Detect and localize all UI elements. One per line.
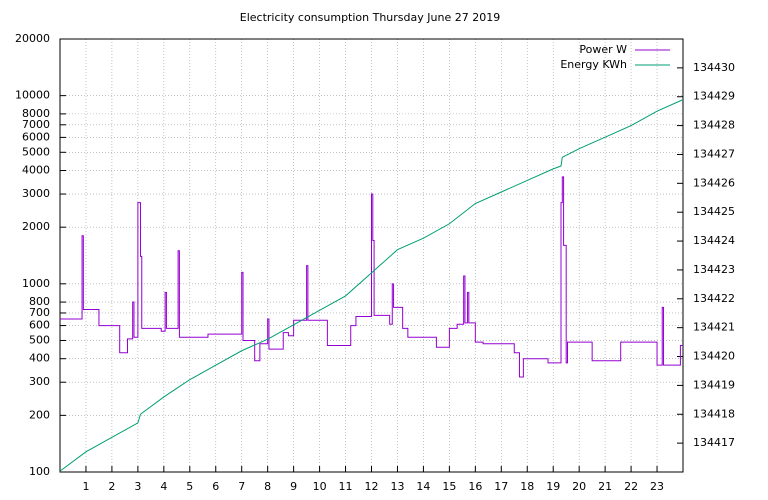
y-tick-label: 100 [29, 465, 50, 478]
x-tick-label: 13 [390, 480, 404, 493]
data-line [59, 99, 684, 472]
x-tick-label: 5 [186, 480, 193, 493]
y-tick-label: 5000 [22, 145, 50, 158]
data-line [60, 176, 683, 378]
y-tick-label: 400 [29, 352, 50, 365]
y-tick-label: 4000 [22, 164, 50, 177]
y2-tick-label: 134421 [693, 321, 735, 334]
y-tick-label: 600 [29, 319, 50, 332]
y-tick-label: 300 [29, 375, 50, 388]
x-tick-label: 14 [416, 480, 430, 493]
y-tick-label: 800 [29, 295, 50, 308]
y2-tick-label: 134425 [693, 205, 735, 218]
y2-tick-label: 134422 [693, 292, 735, 305]
x-tick-label: 15 [442, 480, 456, 493]
y2-tick-label: 134419 [693, 378, 735, 391]
y2-tick-label: 134424 [693, 234, 735, 247]
y-tick-label: 20000 [15, 32, 50, 45]
x-tick-label: 16 [468, 480, 482, 493]
x-tick-label: 7 [238, 480, 245, 493]
x-tick-label: 3 [134, 480, 141, 493]
y-tick-label: 700 [29, 306, 50, 319]
y2-tick-label: 134428 [693, 119, 735, 132]
y2-tick-label: 134423 [693, 263, 735, 276]
y-tick-label: 2000 [22, 220, 50, 233]
x-tick-label: 18 [520, 480, 534, 493]
x-tick-label: 19 [546, 480, 560, 493]
y2-tick-label: 134418 [693, 407, 735, 420]
y2-tick-label: 134417 [693, 436, 735, 449]
legend-label: Power W [579, 43, 627, 56]
plot-frame [59, 38, 684, 473]
x-tick-label: 20 [572, 480, 586, 493]
x-tick-label: 8 [264, 480, 271, 493]
y-tick-label: 500 [29, 333, 50, 346]
y2-tick-label: 134420 [693, 350, 735, 363]
x-tick-label: 4 [160, 480, 167, 493]
x-tick-label: 21 [598, 480, 612, 493]
x-tick-label: 11 [339, 480, 353, 493]
y-tick-label: 7000 [22, 118, 50, 131]
x-tick-label: 23 [650, 480, 664, 493]
x-tick-label: 10 [313, 480, 327, 493]
y-tick-label: 6000 [22, 130, 50, 143]
x-tick-label: 2 [108, 480, 115, 493]
x-tick-label: 6 [212, 480, 219, 493]
y-tick-label: 200 [29, 408, 50, 421]
y-tick-label: 10000 [15, 89, 50, 102]
x-tick-label: 9 [290, 480, 297, 493]
y-tick-label: 3000 [22, 187, 50, 200]
y2-tick-label: 134429 [693, 90, 735, 103]
x-tick-label: 1 [82, 480, 89, 493]
y2-tick-label: 134427 [693, 147, 735, 160]
x-tick-label: 22 [624, 480, 638, 493]
chart-title: Electricity consumption Thursday June 27… [240, 11, 500, 24]
x-tick-label: 17 [494, 480, 508, 493]
x-tick-label: 12 [365, 480, 379, 493]
y-tick-label: 1000 [22, 277, 50, 290]
y2-tick-label: 134426 [693, 176, 735, 189]
y2-tick-label: 134430 [693, 61, 735, 74]
legend-label: Energy KWh [560, 58, 627, 71]
y-tick-label: 8000 [22, 107, 50, 120]
